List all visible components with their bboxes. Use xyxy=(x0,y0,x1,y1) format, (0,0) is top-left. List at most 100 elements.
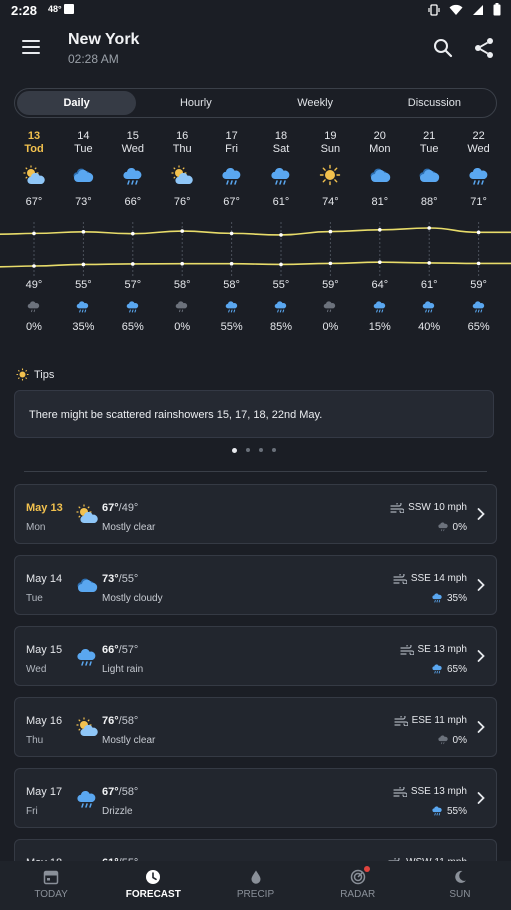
rain-icon xyxy=(126,301,138,313)
nav-radar[interactable]: RADAR xyxy=(307,861,409,910)
forecast-wind-text: ESE 11 mph xyxy=(411,715,467,726)
day-column[interactable]: 16 Thu 76° xyxy=(162,130,202,208)
precip-icon-wrap xyxy=(421,299,437,315)
chevron-right-icon xyxy=(477,792,485,804)
city-title[interactable]: New York xyxy=(68,31,140,48)
forecast-high: 73° xyxy=(102,573,119,585)
forecast-row[interactable]: May 14 Tue 73°/55° Mostly cloudy SSE 14 mph 3… xyxy=(14,555,497,615)
precip-chance: 0% xyxy=(174,321,191,333)
page-dot[interactable] xyxy=(272,448,276,452)
rain-icon xyxy=(422,301,435,313)
low-temp: 59° xyxy=(470,279,487,291)
forecast-condition: Mostly cloudy xyxy=(102,593,163,604)
low-temp: 58° xyxy=(173,279,191,291)
forecast-row[interactable]: May 16 Thu 76°/58° Mostly clear ESE 11 mph 0% xyxy=(14,697,497,757)
chevron-right-icon xyxy=(477,721,485,733)
day-number: 21 xyxy=(423,130,436,142)
forecast-wind: SE 13 mph xyxy=(399,644,467,655)
tab-discussion[interactable]: Discussion xyxy=(407,97,461,109)
weather-icon-wrap xyxy=(71,164,95,186)
day-column[interactable]: 15 Wed 66° xyxy=(113,130,153,208)
temperature-curve xyxy=(0,222,511,278)
day-name: Mon xyxy=(369,143,391,155)
day-number: 15 xyxy=(126,130,139,142)
day-column[interactable]: 18 Sat 61° xyxy=(261,130,301,208)
day-low-column[interactable]: 57° 65% xyxy=(113,279,153,333)
lightbulb-icon xyxy=(16,368,29,381)
day-number: 20 xyxy=(373,130,386,142)
day-column[interactable]: 14 Tue 73° xyxy=(63,130,103,208)
day-column[interactable]: 21 Tue 88° xyxy=(409,130,449,208)
day-column[interactable]: 22 Wed 71° xyxy=(459,130,499,208)
tab-daily[interactable]: Daily xyxy=(17,91,137,115)
forecast-precip-text: 0% xyxy=(452,734,467,746)
precip-chance: 35% xyxy=(72,321,95,333)
forecast-row[interactable]: May 17 Fri 67°/58° Drizzle SSE 13 mph 55% xyxy=(14,768,497,828)
forecast-low: /57° xyxy=(118,644,139,656)
precip-chance: 0% xyxy=(26,321,42,333)
forecast-precip-text: 0% xyxy=(452,521,467,533)
day-low-column[interactable]: 58° 0% xyxy=(162,279,202,333)
forecast-row[interactable]: May 13 Mon 67°/49° Mostly clear SSW 10 mph 0% xyxy=(14,484,497,544)
nav-forecast[interactable]: FORECAST xyxy=(102,861,204,910)
search-icon[interactable] xyxy=(432,37,454,59)
nav-precip[interactable]: PRECIP xyxy=(204,861,306,910)
high-temp: 81° xyxy=(371,196,389,208)
tab-weekly[interactable]: Weekly xyxy=(297,97,334,109)
share-icon[interactable] xyxy=(472,36,496,60)
forecast-condition: Drizzle xyxy=(102,806,133,817)
forecast-wind: SSE 14 mph xyxy=(393,573,467,584)
day-low-column[interactable]: 64° 15% xyxy=(360,279,400,333)
precip-chance: 65% xyxy=(121,321,144,333)
tab-hourly[interactable]: Hourly xyxy=(179,97,212,109)
chevron-right-icon xyxy=(477,508,485,520)
day-name: Tue xyxy=(74,143,93,155)
forecast-high: 67° xyxy=(102,786,119,798)
nav-sun[interactable]: SUN xyxy=(409,861,511,910)
forecast-weekday: Fri xyxy=(26,806,38,817)
tips-card[interactable]: There might be scattered rainshowers 15,… xyxy=(14,390,494,438)
day-low-column[interactable]: 55° 35% xyxy=(63,279,103,333)
tips-page-indicator[interactable] xyxy=(232,447,276,453)
weather-icon-wrap xyxy=(220,164,244,186)
droplet-icon xyxy=(251,870,260,884)
high-temp: 74° xyxy=(322,196,339,208)
day-name: Tue xyxy=(419,143,439,155)
nav-precip-label: PRECIP xyxy=(236,889,275,900)
nav-today[interactable]: TODAY xyxy=(0,861,102,910)
tips-text: There might be scattered rainshowers 15,… xyxy=(29,409,323,421)
day-low-column[interactable]: 55° 85% xyxy=(261,279,301,333)
partly-sunny-icon xyxy=(171,165,193,184)
page-dot[interactable] xyxy=(259,448,263,452)
rain-cloud-icon xyxy=(271,168,290,185)
rain-cloud-icon xyxy=(123,168,142,185)
high-temp-line-point xyxy=(180,229,184,233)
day-column[interactable]: 17 Fri 67° xyxy=(212,130,252,208)
day-column[interactable]: 20 Mon 81° xyxy=(360,130,400,208)
rain-icon xyxy=(373,301,385,313)
forecast-row[interactable]: May 15 Wed 66°/57° Light rain SE 13 mph 65% xyxy=(14,626,497,686)
day-name: Tod xyxy=(24,143,44,155)
forecast-weather-icon-wrap xyxy=(75,503,99,525)
day-low-column[interactable]: 59° 65% xyxy=(459,279,499,333)
forecast-date: May 14 xyxy=(26,573,63,585)
page-dot[interactable] xyxy=(232,447,237,453)
day-column[interactable]: 13 Tod 67° xyxy=(14,130,54,208)
day-low-column[interactable]: 58° 55% xyxy=(212,279,252,333)
precip-icon-wrap xyxy=(26,299,42,315)
precip-icon-wrap xyxy=(372,299,388,315)
day-column[interactable]: 19 Sun 74° xyxy=(310,130,350,208)
signal-icon xyxy=(473,4,483,15)
weather-icon-wrap xyxy=(269,164,293,186)
bottom-navigation: TODAY FORECAST PRECIP RADAR SUN xyxy=(0,861,511,910)
menu-icon[interactable] xyxy=(22,40,40,54)
cloud-gray-icon xyxy=(437,522,448,532)
day-low-column[interactable]: 61° 40% xyxy=(409,279,449,333)
clock-icon xyxy=(146,870,161,884)
forecast-low: /58° xyxy=(118,715,139,727)
day-low-column[interactable]: 59° 0% xyxy=(310,279,350,333)
local-time: 02:28 AM xyxy=(68,52,119,66)
day-low-column[interactable]: 49° 0% xyxy=(14,279,54,333)
page-dot[interactable] xyxy=(246,448,250,452)
forecast-date: May 16 xyxy=(26,715,63,727)
